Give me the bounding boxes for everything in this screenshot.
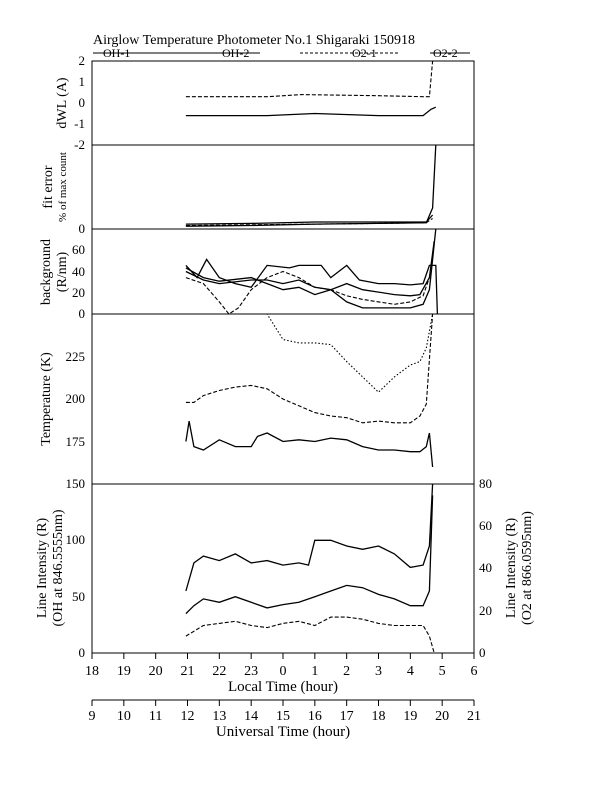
ylabel-fit-2: % of max count — [57, 152, 69, 222]
ytick-int2-40: 40 — [479, 560, 492, 575]
y-axis-labels: dWL (A) fit error % of max count backgro… — [35, 77, 535, 626]
ytick-int-100: 100 — [66, 532, 86, 547]
ut-tick-label: 10 — [117, 709, 131, 724]
series-bg-oh-2 — [185, 241, 435, 297]
series-bg-o2-1 — [185, 270, 430, 315]
series-intensity-oh-1 — [185, 483, 434, 592]
ytick-temp-225: 225 — [66, 349, 86, 364]
ut-tick-label: 12 — [181, 709, 195, 724]
ylabel-int-right-2: (O2 at 866.0595nm) — [520, 511, 535, 625]
legend-label-oh2: OH-2 — [222, 46, 249, 60]
ylabel-dwl: dWL (A) — [55, 77, 70, 129]
series-fit-o2-1 — [185, 218, 433, 227]
legend-label-oh1: OH-1 — [103, 46, 130, 60]
series-dwl-oh-1 — [185, 106, 437, 117]
universal-time-tick-labels: 9 10 11 12 13 14 15 16 17 18 19 20 21 — [89, 709, 482, 724]
ytick-dwl-2: 2 — [79, 53, 86, 68]
legend-label-o22: O2-2 — [433, 46, 458, 60]
frame-dwl — [91, 60, 475, 146]
ut-tick-label: 16 — [308, 709, 322, 724]
lt-tick-label: 22 — [212, 664, 226, 679]
series-fit-oh-1 — [185, 144, 437, 227]
ytick-temp-200: 200 — [66, 391, 86, 406]
lt-tick-label: 3 — [375, 664, 382, 679]
ytick-bg-40: 40 — [72, 264, 85, 279]
ut-tick-label: 21 — [467, 709, 481, 724]
ytick-int2-0: 0 — [479, 645, 486, 660]
ylabel-int-right-1: Line Intensity (R) — [504, 518, 519, 619]
ut-tick-label: 13 — [212, 709, 226, 724]
ytick-dwl-0: 0 — [79, 95, 86, 110]
legend-label-o21: O2-1 — [352, 46, 377, 60]
series-intensity-oh-2 — [185, 495, 434, 615]
lt-tick-label: 4 — [407, 664, 414, 679]
legend: OH-1 OH-2 O2-1 O2-2 — [93, 46, 470, 60]
panel-frames — [91, 60, 475, 654]
ut-tick-label: 19 — [403, 709, 417, 724]
series-temp-oh-2 — [185, 313, 434, 424]
ytick-int2-60: 60 — [479, 518, 492, 533]
ut-tick-label: 17 — [340, 709, 354, 724]
ytick-temp-175: 175 — [66, 434, 86, 449]
ylabel-int-left-2: (OH at 846.5555nm) — [51, 509, 66, 626]
ut-tick-label: 18 — [372, 709, 386, 724]
ylabel-bg-1: background — [39, 239, 54, 305]
frame-intensity — [91, 483, 475, 654]
lt-tick-label: 1 — [311, 664, 318, 679]
series-temp-o2-1 — [185, 313, 434, 393]
series-bg-o2-2 — [185, 228, 437, 309]
ytick-int2-80: 80 — [479, 476, 492, 491]
ytick-fit-0: 0 — [79, 221, 86, 236]
ut-tick-label: 11 — [149, 709, 162, 724]
lt-tick-label: 23 — [244, 664, 258, 679]
ytick-int2-20: 20 — [479, 603, 492, 618]
series-temp-oh-1 — [185, 420, 434, 468]
lt-tick-label: 5 — [439, 664, 446, 679]
ylabel-bg-2: (R/nm) — [55, 251, 70, 292]
x-ticks — [91, 653, 475, 706]
series-bg-oh-1 — [185, 258, 439, 315]
ytick-int-0: 0 — [79, 645, 86, 660]
data-series — [185, 60, 439, 654]
ylabel-int-left-1: Line Intensity (R) — [35, 518, 50, 619]
ytick-bg-20: 20 — [72, 285, 85, 300]
ytick-dwl-m2: -2 — [74, 137, 85, 152]
ytick-dwl-1: 1 — [79, 74, 86, 89]
ytick-int-50: 50 — [72, 589, 85, 604]
local-time-tick-labels: 18 19 20 21 22 23 0 1 2 3 4 5 6 — [85, 664, 478, 679]
series-intensity-o2-1 — [185, 616, 435, 654]
ylabel-temp: Temperature (K) — [39, 352, 54, 446]
frame-fit — [91, 144, 475, 230]
ut-tick-label: 20 — [435, 709, 449, 724]
ytick-bg-0: 0 — [79, 306, 86, 321]
ut-tick-label: 14 — [244, 709, 258, 724]
ylabel-fit-1: fit error — [41, 165, 56, 208]
lt-tick-label: 21 — [181, 664, 195, 679]
lt-tick-label: 6 — [471, 664, 478, 679]
y-tick-labels: 2 1 0 -1 -2 0 60 40 20 0 225 200 175 150… — [66, 53, 493, 660]
lt-tick-label: 0 — [280, 664, 287, 679]
lt-tick-label: 18 — [85, 664, 99, 679]
ytick-bg-60: 60 — [72, 242, 85, 257]
lt-tick-label: 2 — [343, 664, 350, 679]
lt-tick-label: 19 — [117, 664, 131, 679]
series-fit-oh-2 — [185, 214, 434, 225]
series-dwl-o2-1 — [185, 60, 434, 98]
ytick-int-150: 150 — [66, 476, 86, 491]
chart-title: Airglow Temperature Photometer No.1 Shig… — [93, 33, 415, 48]
ytick-dwl-m1: -1 — [74, 116, 85, 131]
lt-tick-label: 20 — [149, 664, 163, 679]
universal-time-axis-label: Universal Time (hour) — [216, 724, 350, 740]
local-time-axis-label: Local Time (hour) — [228, 679, 338, 695]
ut-tick-label: 9 — [89, 709, 96, 724]
ut-tick-label: 15 — [276, 709, 290, 724]
